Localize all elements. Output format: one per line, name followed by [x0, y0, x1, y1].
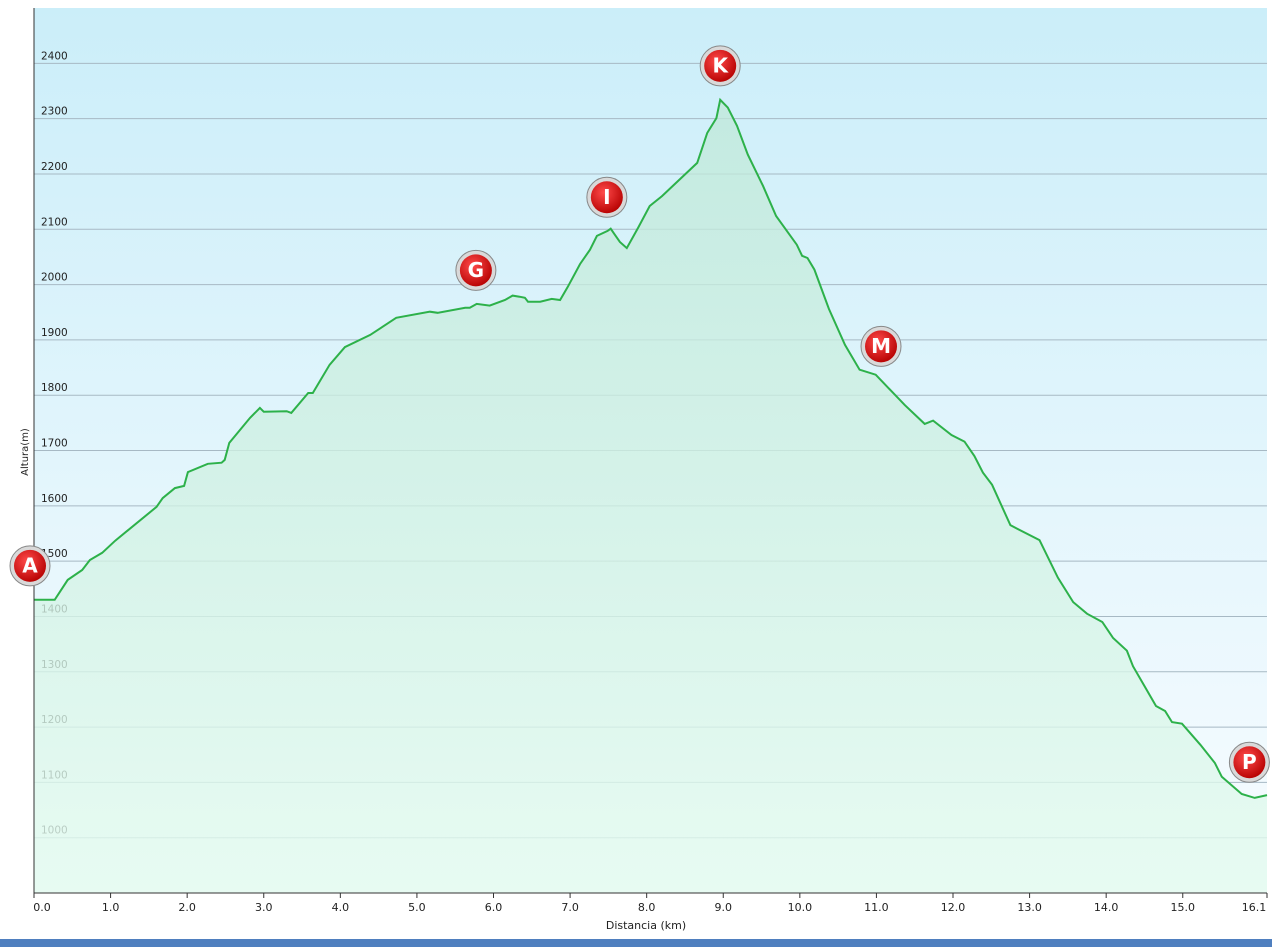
y-tick-label: 1600	[41, 493, 68, 505]
waypoint-marker: P	[1228, 741, 1270, 783]
x-tick-label: 5.0	[408, 901, 426, 914]
marker-label: K	[712, 53, 729, 77]
x-tick-label: 9.0	[715, 901, 733, 914]
x-tick-label: 3.0	[255, 901, 273, 914]
x-tick-label: 4.0	[332, 901, 350, 914]
y-tick-label: 2000	[41, 272, 68, 284]
marker-label: A	[22, 553, 38, 577]
x-tick-label: 2.0	[178, 901, 196, 914]
marker-label: P	[1242, 750, 1257, 774]
y-axis-title: Altura(m)	[20, 428, 31, 476]
marker-disc	[865, 330, 898, 363]
waypoint-marker: A	[9, 545, 51, 587]
waypoint-marker: M	[860, 325, 902, 367]
y-tick-label: 2300	[41, 106, 68, 118]
x-tick-label: 6.0	[485, 901, 503, 914]
x-tick-label: 14.0	[1094, 901, 1119, 914]
area	[34, 99, 1267, 894]
marker-disc	[590, 181, 623, 214]
profile-line	[34, 97, 1268, 799]
x-tick-label: 16.1	[1242, 901, 1267, 914]
marker-label: M	[871, 334, 891, 358]
x-tick-label: 0.0	[33, 901, 51, 914]
y-tick-label: 2100	[41, 216, 68, 228]
x-tick-label: 11.0	[864, 901, 889, 914]
marker-label: G	[468, 258, 484, 282]
y-tick-label: 2400	[41, 50, 68, 62]
x-tick-label: 7.0	[561, 901, 579, 914]
y-tick-label: 1900	[41, 327, 68, 339]
waypoint-marker: G	[455, 249, 497, 291]
x-tick-label: 1.0	[102, 901, 120, 914]
waypoint-marker: I	[586, 176, 628, 218]
marker-disc	[704, 49, 737, 82]
marker-disc	[1233, 746, 1266, 779]
window-border	[0, 939, 1272, 947]
waypoint-marker: K	[699, 45, 741, 87]
x-axis-title: Distancia (km)	[606, 919, 686, 932]
marker-disc	[459, 254, 492, 287]
x-tick-label: 15.0	[1171, 901, 1196, 914]
marker-label: I	[603, 185, 610, 209]
y-tick-label: 1800	[41, 382, 68, 394]
x-tick-label: 13.0	[1017, 901, 1042, 914]
y-tick-label: 1700	[41, 438, 68, 450]
x-tick-label: 10.0	[788, 901, 813, 914]
x-tick-label: 8.0	[638, 901, 656, 914]
marker-disc	[14, 549, 46, 582]
y-tick-label: 2200	[41, 161, 68, 173]
x-tick-label: 12.0	[941, 901, 966, 914]
